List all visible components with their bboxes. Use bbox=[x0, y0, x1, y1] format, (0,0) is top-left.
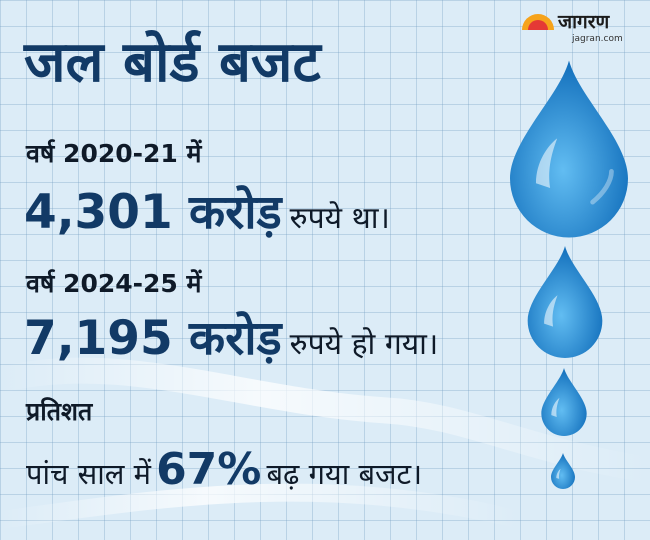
water-drop-icon bbox=[551, 453, 575, 489]
percent-label: प्रतिशत bbox=[26, 397, 93, 426]
amount-line-1: 4,301 करोड़ रुपये था। bbox=[24, 178, 390, 242]
amount-value-1: 4,301 करोड़ bbox=[24, 185, 282, 240]
water-drop-icon bbox=[527, 246, 603, 358]
page-title: जल बोर्ड बजट bbox=[24, 30, 321, 95]
amount-line-2: 7,195 करोड़ रुपये हो गया। bbox=[24, 304, 438, 368]
percent-line: पांच साल में 67% बढ़ गया बजट। bbox=[26, 444, 422, 495]
amount-suffix-2: रुपये हो गया। bbox=[289, 327, 439, 362]
year-label-2: वर्ष 2024-25 में bbox=[26, 269, 202, 298]
year-label-1: वर्ष 2020-21 में bbox=[26, 139, 202, 168]
amount-suffix-1: रुपये था। bbox=[289, 201, 390, 236]
percent-text-before: पांच साल में bbox=[26, 457, 151, 491]
brand-site: jagran.com bbox=[572, 34, 623, 44]
water-drop-icon bbox=[541, 368, 587, 436]
brand-logo: जागरण jagran.com bbox=[520, 8, 640, 48]
amount-value-2: 7,195 करोड़ bbox=[24, 311, 282, 366]
percent-text-after: बढ़ गया बजट। bbox=[266, 457, 423, 491]
sun-logo-icon bbox=[522, 14, 554, 30]
brand-name: जागरण bbox=[558, 11, 610, 33]
water-drop-icon bbox=[510, 60, 628, 238]
percent-value: 67% bbox=[156, 444, 262, 495]
